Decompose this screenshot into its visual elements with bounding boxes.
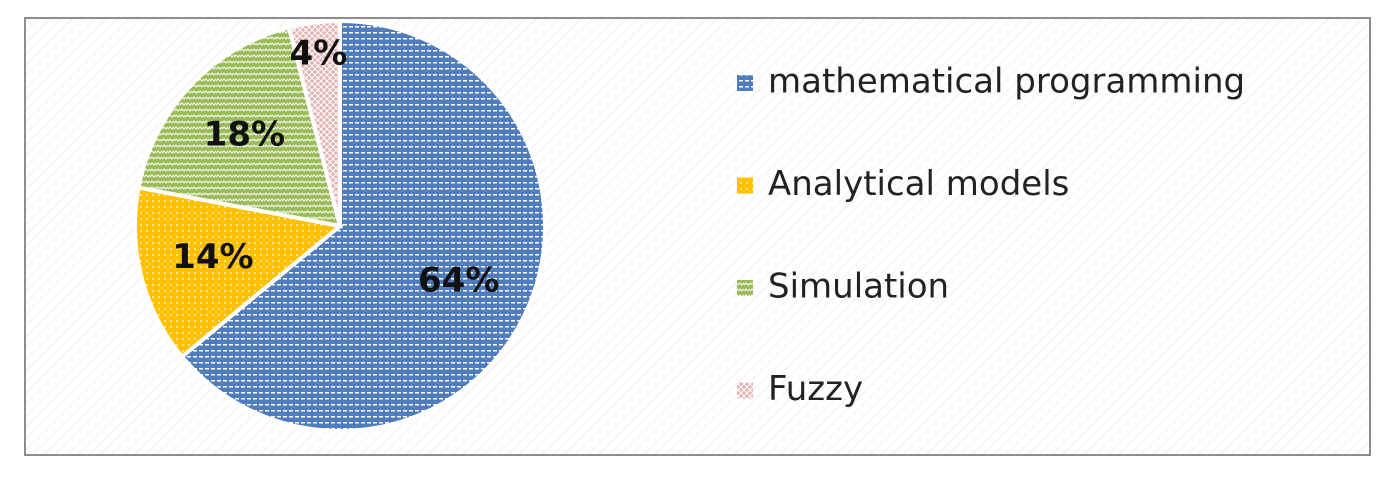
- legend-marker: [737, 280, 753, 296]
- data-label: 4%: [290, 34, 348, 74]
- pie-slice: [179, 18, 547, 433]
- pie-slice: [136, 25, 343, 229]
- data-label: 14%: [172, 237, 253, 277]
- legend: mathematical programming Analytical model…: [737, 62, 1245, 409]
- pie: 64% 14% 18% 4%: [133, 18, 547, 433]
- pie-slice: [286, 18, 342, 227]
- legend-marker: [737, 382, 753, 399]
- legend-label: Fuzzy: [768, 369, 863, 409]
- data-label: 64%: [418, 260, 499, 300]
- legend-marker: [737, 177, 753, 194]
- legend-label: Simulation: [768, 267, 949, 307]
- legend-label: Analytical models: [768, 164, 1069, 204]
- pie-slice: [133, 185, 345, 360]
- legend-marker: [737, 75, 753, 91]
- legend-label: mathematical programming: [768, 62, 1245, 102]
- data-label: 18%: [204, 115, 285, 155]
